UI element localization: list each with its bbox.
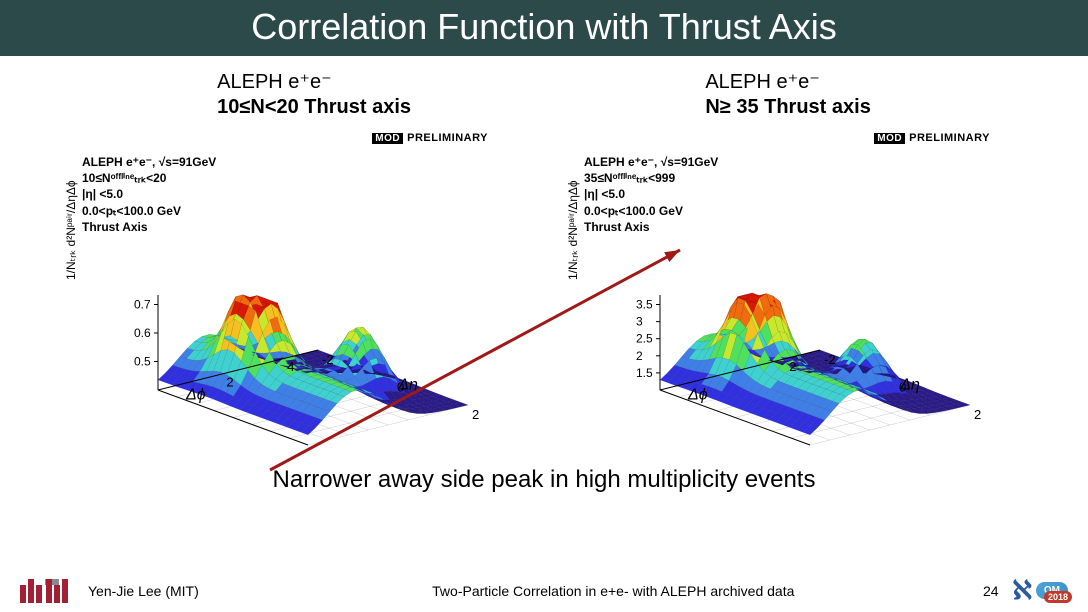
svg-text:2: 2 <box>974 407 981 422</box>
plot-left-zlabel: 1/Nₜᵣₖ d²Nᵖᵃⁱʳ/ΔηΔϕ <box>64 180 78 280</box>
mit-logo <box>20 579 68 603</box>
svg-text:Δη: Δη <box>899 377 920 394</box>
svg-text:1.5: 1.5 <box>636 366 653 380</box>
svg-text:2: 2 <box>636 349 643 363</box>
badge-text: PRELIMINARY <box>407 132 488 144</box>
footer-author: Yen-Jie Lee (MIT) <box>88 583 268 599</box>
svg-text:Δϕ: Δϕ <box>687 386 708 403</box>
surface-svg-right: 3.532.521.5220-2ΔϕΔη <box>620 190 1000 450</box>
cut-line: ALEPH e⁺e⁻, √s=91GeV <box>584 154 718 170</box>
cut-line: 10≤Nᵒᶠᶠˡⁱⁿᵉₜᵣₖ<20 <box>82 170 216 186</box>
preliminary-badge-right: MOD PRELIMINARY <box>874 132 990 144</box>
conference-logos: ℵ QM 2018 <box>1013 575 1068 606</box>
left-label-line1: ALEPH e⁺e⁻ <box>217 70 411 95</box>
svg-text:0.5: 0.5 <box>134 355 151 369</box>
left-plot-label: ALEPH e⁺e⁻ 10≤N<20 Thrust axis <box>217 70 411 120</box>
svg-text:3.5: 3.5 <box>636 298 653 312</box>
plots-row: MOD PRELIMINARY ALEPH e⁺e⁻, √s=91GeV10≤N… <box>0 130 1088 460</box>
svg-text:-2: -2 <box>322 352 334 367</box>
right-label-line1: ALEPH e⁺e⁻ <box>705 70 870 95</box>
aleph-icon: ℵ <box>1013 575 1032 606</box>
cut-line: ALEPH e⁺e⁻, √s=91GeV <box>82 154 216 170</box>
svg-text:0.7: 0.7 <box>134 298 151 312</box>
right-plot-label: ALEPH e⁺e⁻ N≥ 35 Thrust axis <box>705 70 870 120</box>
slide-title: Correlation Function with Thrust Axis <box>0 0 1088 56</box>
svg-text:Δϕ: Δϕ <box>185 386 206 403</box>
right-label-line2: N≥ 35 Thrust axis <box>705 95 870 120</box>
svg-text:2: 2 <box>789 359 796 374</box>
qm-year: 2018 <box>1044 591 1072 603</box>
left-label-line2: 10≤N<20 Thrust axis <box>217 95 411 120</box>
preliminary-badge-left: MOD PRELIMINARY <box>372 132 488 144</box>
qm-badge: QM 2018 <box>1036 582 1068 599</box>
footer-page: 24 <box>959 583 999 599</box>
plot-right-zlabel: 1/Nₜᵣₖ d²Nᵖᵃⁱʳ/ΔηΔϕ <box>566 180 580 280</box>
plot-right: MOD PRELIMINARY ALEPH e⁺e⁻, √s=91GeV35≤N… <box>560 130 1030 460</box>
svg-text:4: 4 <box>287 359 294 374</box>
plot-left-surface: 0.70.60.54220-2ΔϕΔη <box>118 190 498 450</box>
cut-line: 35≤Nᵒᶠᶠˡⁱⁿᵉₜᵣₖ<999 <box>584 170 718 186</box>
caption-text: Narrower away side peak in high multipli… <box>0 466 1088 494</box>
svg-text:2.5: 2.5 <box>636 332 653 346</box>
footer-title: Two-Particle Correlation in e+e- with AL… <box>268 583 959 599</box>
plot-right-surface: 3.532.521.5220-2ΔϕΔη <box>620 190 1000 450</box>
svg-text:-2: -2 <box>824 352 836 367</box>
badge-text: PRELIMINARY <box>909 132 990 144</box>
footer: Yen-Jie Lee (MIT) Two-Particle Correlati… <box>0 575 1088 606</box>
surface-svg-left: 0.70.60.54220-2ΔϕΔη <box>118 190 498 450</box>
svg-text:2: 2 <box>472 407 479 422</box>
svg-text:3: 3 <box>636 315 643 329</box>
svg-text:0.6: 0.6 <box>134 326 151 340</box>
svg-text:2: 2 <box>226 374 233 389</box>
badge-box: MOD <box>372 133 403 144</box>
svg-text:Δη: Δη <box>397 377 418 394</box>
badge-box: MOD <box>874 133 905 144</box>
plot-labels-row: ALEPH e⁺e⁻ 10≤N<20 Thrust axis ALEPH e⁺e… <box>0 70 1088 120</box>
plot-left: MOD PRELIMINARY ALEPH e⁺e⁻, √s=91GeV10≤N… <box>58 130 528 460</box>
